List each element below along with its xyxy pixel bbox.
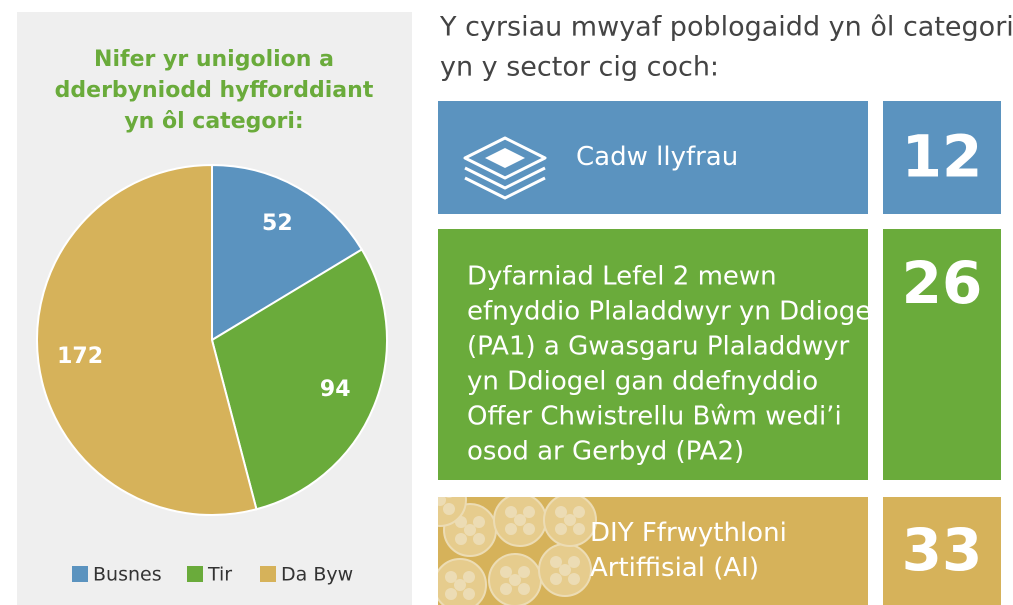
course-label: Cadw llyfrau: [576, 142, 738, 172]
pattern-dot: [564, 514, 576, 526]
course-label: Offer Chwistrellu Bŵm wedi’i: [467, 402, 842, 432]
course-count: 33: [902, 516, 983, 584]
course-box: [438, 229, 868, 480]
pattern-dot: [445, 497, 453, 498]
pattern-dot: [500, 566, 512, 578]
pattern-dot: [550, 556, 562, 568]
course-label: osod ar Gerbyd (PA2): [467, 437, 744, 467]
pattern-dot: [463, 588, 475, 600]
pattern-dot: [454, 579, 466, 591]
pattern-dot: [445, 571, 457, 583]
icon-layer: [464, 166, 546, 190]
pattern-dot: [505, 523, 517, 535]
data-label: 94: [320, 377, 351, 402]
pattern-dot: [555, 506, 567, 518]
course-label: Dyfarniad Lefel 2 mewn: [467, 262, 777, 292]
pattern-dot: [568, 556, 580, 568]
pattern-dot: [523, 523, 535, 535]
pattern-dot: [425, 503, 437, 515]
course-label: efnyddio Plaladdwyr yn Ddiogel: [467, 297, 879, 327]
pattern-dot: [455, 533, 467, 545]
pattern-dot: [523, 506, 535, 518]
pattern-dot: [473, 533, 485, 545]
heading: yn y sector cig coch:: [440, 52, 719, 83]
pattern-dot: [464, 524, 476, 536]
chart-title: dderbyniodd hyfforddiant: [55, 78, 374, 103]
pattern-dot: [500, 583, 512, 595]
pattern-dot: [425, 486, 437, 498]
pattern-dot: [555, 523, 567, 535]
pie-slice: [211, 163, 364, 342]
pattern-dot: [443, 503, 455, 515]
course-label: (PA1) a Gwasgaru Plaladdwyr: [467, 332, 850, 362]
legend-swatch: [187, 566, 203, 582]
data-label: 52: [262, 211, 293, 236]
pie-slice: [210, 248, 388, 511]
course-label: yn Ddiogel gan ddefnyddio: [467, 367, 818, 397]
icon-layer: [463, 136, 547, 180]
course-label: Artiffisial (AI): [590, 553, 759, 583]
pattern-dot: [473, 516, 485, 528]
legend-label: Da Byw: [281, 564, 353, 586]
pattern-dot: [573, 523, 585, 535]
course-label: DIY Ffrwythloni: [590, 518, 787, 548]
legend-label: Busnes: [93, 564, 162, 586]
pattern-dot: [505, 506, 517, 518]
count-box: [883, 497, 1001, 605]
pattern-dot: [550, 573, 562, 585]
pattern-dot: [573, 506, 585, 518]
legend-label: Tir: [207, 564, 232, 586]
pattern: [425, 486, 597, 605]
pattern-dot: [518, 583, 530, 595]
course-count: 26: [902, 249, 983, 317]
legend-swatch: [72, 566, 88, 582]
pattern-dot: [514, 514, 526, 526]
legend-swatch: [260, 566, 276, 582]
pattern-dot: [438, 497, 446, 506]
count-box: [883, 229, 1001, 480]
heading: Y cyrsiau mwyaf poblogaidd yn ôl categor…: [439, 12, 1013, 43]
pattern-dot: [518, 566, 530, 578]
pattern-dot: [568, 573, 580, 585]
pattern-dot: [559, 564, 571, 576]
pattern-dot: [463, 571, 475, 583]
count-box: [883, 101, 1001, 214]
course-count: 12: [902, 123, 983, 191]
stack-icon: [463, 136, 547, 200]
pattern-dot: [445, 588, 457, 600]
pattern-dot: [509, 574, 521, 586]
chart-title: Nifer yr unigolion a: [94, 47, 334, 72]
pie-slice: [36, 163, 258, 516]
icon-fill: [485, 148, 525, 168]
data-label: 172: [57, 344, 103, 369]
chart-title: yn ôl categori:: [124, 109, 303, 134]
icon-layer: [464, 176, 546, 200]
